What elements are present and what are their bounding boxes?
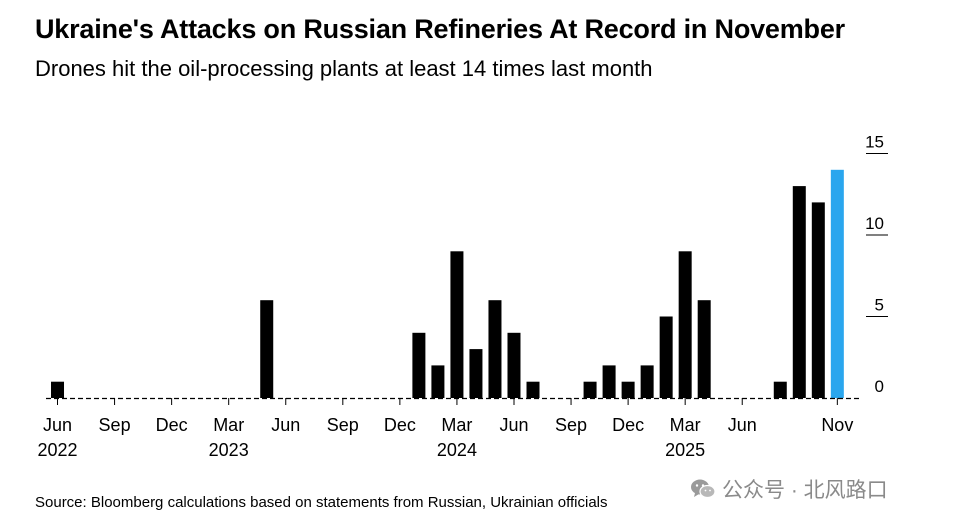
source-note: Source: Bloomberg calculations based on …: [35, 494, 608, 511]
bar-highlight: [830, 169, 844, 398]
bar: [678, 251, 692, 398]
x-tick-label: Dec: [384, 415, 416, 435]
x-axis: [46, 397, 861, 405]
x-tick-label: Jun: [43, 415, 72, 435]
x-tick-label: Mar: [441, 415, 472, 435]
bar: [260, 300, 274, 398]
y-axis-ticks: 0 5 10 15: [865, 133, 888, 396]
y-tick-label: 15: [865, 133, 884, 152]
bar: [583, 381, 597, 398]
y-tick-label: 10: [865, 214, 884, 233]
watermark: 公众号 · 北风路口: [690, 474, 888, 504]
bar: [697, 300, 711, 398]
chart-subtitle: Drones hit the oil-processing plants at …: [35, 56, 653, 81]
x-tick-label: Sep: [555, 415, 587, 435]
x-tick-label: Jun: [728, 415, 757, 435]
x-tick-label: Jun: [499, 415, 528, 435]
wechat-icon: [691, 479, 716, 499]
bar: [659, 316, 673, 398]
x-axis-labels: Jun 2022 Sep Dec Mar 2023 Jun Sep Dec Mar 2024 Jun S…: [37, 415, 853, 460]
bar: [431, 365, 445, 398]
x-tick-label: Mar: [670, 415, 701, 435]
bar: [526, 381, 540, 398]
x-tick-label: Dec: [156, 415, 188, 435]
x-year-label: 2024: [437, 440, 477, 460]
bar: [640, 365, 654, 398]
x-year-label: 2025: [665, 440, 705, 460]
x-tick-label: Sep: [327, 415, 359, 435]
x-tick-label: Mar: [213, 415, 244, 435]
bar: [469, 349, 483, 398]
bar-series: [51, 169, 844, 398]
bar: [811, 202, 825, 398]
bar: [773, 381, 787, 398]
x-year-label: 2023: [209, 440, 249, 460]
x-tick-label: Jun: [271, 415, 300, 435]
bar: [412, 332, 426, 398]
x-tick-label: Sep: [99, 415, 131, 435]
chart-title: Ukraine's Attacks on Russian Refineries …: [35, 14, 845, 44]
x-tick-label: Nov: [821, 415, 853, 435]
x-year-label: 2022: [37, 440, 77, 460]
bar: [792, 186, 806, 398]
y-tick-label: 5: [875, 296, 884, 315]
bar: [602, 365, 616, 398]
bar: [488, 300, 502, 398]
bar: [450, 251, 464, 398]
watermark-text: 公众号 · 北风路口: [722, 479, 888, 502]
bar: [507, 332, 521, 398]
y-tick-label: 0: [875, 377, 884, 396]
bar: [621, 381, 635, 398]
x-tick-label: Dec: [612, 415, 644, 435]
bar: [51, 381, 65, 398]
